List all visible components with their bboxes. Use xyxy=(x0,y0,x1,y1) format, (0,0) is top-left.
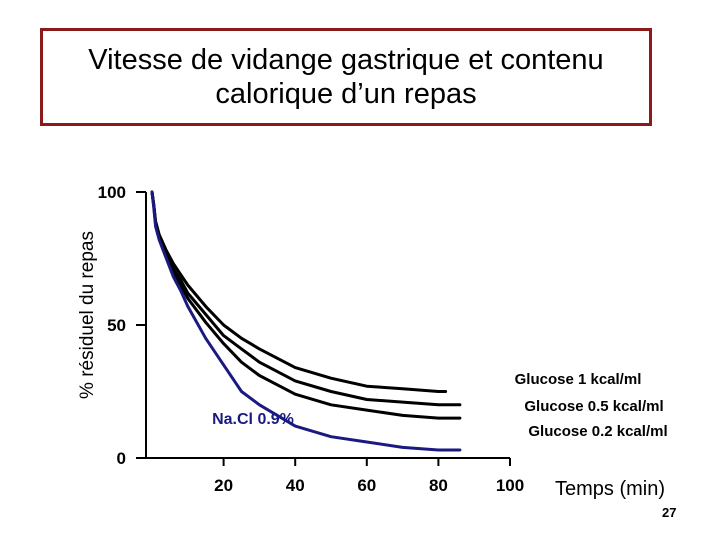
x-tick-label: 100 xyxy=(496,476,524,495)
x-tick-label: 80 xyxy=(429,476,448,495)
x-tick-label: 60 xyxy=(357,476,376,495)
axes: 0 50 100 20 40 60 80 100 xyxy=(98,183,525,495)
series-line-0 xyxy=(150,190,448,393)
series-label-glucose-1: Glucose 1 kcal/ml xyxy=(515,371,642,388)
series-line-3 xyxy=(150,190,462,452)
series-label-glucose-05: Glucose 0.5 kcal/ml xyxy=(524,398,663,415)
x-tick-label: 40 xyxy=(286,476,305,495)
slide-title-box: Vitesse de vidange gastrique et contenu … xyxy=(40,28,652,126)
slide-title-line-2: calorique d’un repas xyxy=(215,78,477,110)
y-tick-label: 100 xyxy=(98,183,126,202)
series-label-nacl: Na.Cl 0.9% xyxy=(212,411,294,428)
y-tick-label: 50 xyxy=(107,316,126,335)
page-number: 27 xyxy=(662,505,677,520)
y-tick-label: 0 xyxy=(117,449,126,468)
series-label-glucose-02: Glucose 0.2 kcal/ml xyxy=(528,423,667,440)
x-tick-label: 20 xyxy=(214,476,233,495)
chart-labels: Glucose 1 kcal/ml Glucose 0.5 kcal/ml Gl… xyxy=(212,371,668,500)
slide-title-line-1: Vitesse de vidange gastrique et contenu xyxy=(88,44,604,76)
curves xyxy=(150,190,462,452)
x-axis-label: Temps (min) xyxy=(555,478,665,500)
